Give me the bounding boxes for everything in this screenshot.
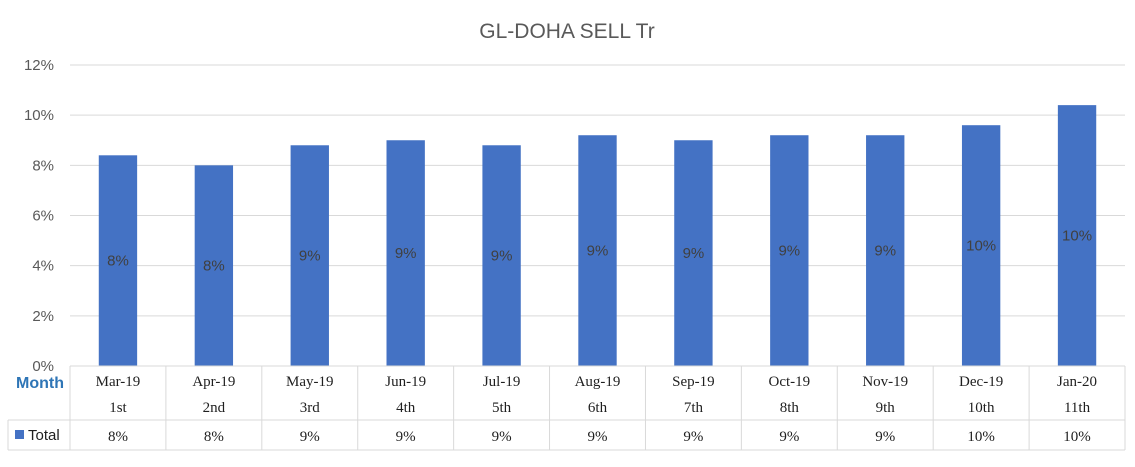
y-tick-label: 2% <box>32 308 54 325</box>
data-label: 10% <box>1062 228 1092 245</box>
x-tick-sublabel: 1st <box>109 400 127 416</box>
bar <box>674 140 713 366</box>
x-tick-sublabel: 10th <box>968 400 995 416</box>
table-value: 9% <box>492 429 512 445</box>
bar <box>482 145 521 366</box>
legend-key <box>15 430 24 439</box>
bar <box>386 140 425 366</box>
x-tick-sublabel: 5th <box>492 400 512 416</box>
x-tick-label: Sep-19 <box>672 374 715 390</box>
x-tick-label: May-19 <box>286 374 334 390</box>
y-tick-label: 4% <box>32 258 54 275</box>
bar <box>866 135 905 366</box>
x-tick-sublabel: 6th <box>588 400 608 416</box>
y-tick-label: 8% <box>32 157 54 174</box>
x-tick-label: Aug-19 <box>575 374 621 390</box>
bar <box>770 135 809 366</box>
table-value: 9% <box>683 429 703 445</box>
x-tick-label: Oct-19 <box>768 374 810 390</box>
table-value: 8% <box>204 429 224 445</box>
x-tick-label: Jun-19 <box>385 374 426 390</box>
table-value: 9% <box>875 429 895 445</box>
x-tick-sublabel: 8th <box>780 400 800 416</box>
data-label: 9% <box>874 243 896 260</box>
table-value: 10% <box>1063 429 1091 445</box>
data-label: 9% <box>778 243 800 260</box>
data-label: 9% <box>491 248 513 265</box>
bar <box>98 155 138 366</box>
bar <box>194 165 234 366</box>
y-tick-label: 10% <box>24 107 54 124</box>
table-value: 9% <box>588 429 608 445</box>
x-tick-label: Jul-19 <box>483 374 521 390</box>
data-label: 10% <box>966 238 996 255</box>
x-tick-label: Apr-19 <box>192 374 235 390</box>
data-label: 9% <box>299 248 321 265</box>
table-value: 9% <box>300 429 320 445</box>
table-value: 9% <box>396 429 416 445</box>
chart-title: GL-DOHA SELL Tr <box>479 20 654 43</box>
x-tick-sublabel: 4th <box>396 400 416 416</box>
y-tick-label: 6% <box>32 208 54 225</box>
x-tick-sublabel: 2nd <box>203 400 226 416</box>
data-labels: 8% 8% 9% 9% 9% 9% 9% 9% 9% 10% 10% <box>107 228 1092 275</box>
legend-label: Total <box>28 427 60 444</box>
x-tick-label: Mar-19 <box>96 374 141 390</box>
table-value: 9% <box>779 429 799 445</box>
data-label: 9% <box>587 243 609 260</box>
table-value: 10% <box>967 429 995 445</box>
x-tick-label: Jan-20 <box>1057 374 1097 390</box>
y-tick-label: 0% <box>32 358 54 375</box>
bars <box>98 105 1097 366</box>
x-axis-title: Month <box>16 375 64 392</box>
data-table: Month Total Mar-19 1st 8% Apr-19 2nd 8% May-19… <box>7 365 1126 451</box>
table-value: 8% <box>108 429 128 445</box>
y-axis-ticks: 0% 2% 4% 6% 8% 10% 12% <box>24 57 54 375</box>
x-tick-sublabel: 7th <box>684 400 704 416</box>
data-label: 9% <box>395 245 417 262</box>
x-tick-label: Nov-19 <box>862 374 908 390</box>
data-label: 9% <box>683 245 705 262</box>
x-tick-sublabel: 11th <box>1064 400 1091 416</box>
bar <box>578 135 617 366</box>
bar <box>1057 105 1097 366</box>
data-label: 8% <box>107 253 129 270</box>
bar <box>961 125 1001 366</box>
x-tick-sublabel: 9th <box>876 400 896 416</box>
x-tick-sublabel: 3rd <box>300 400 320 416</box>
bar <box>290 145 329 366</box>
x-tick-label: Dec-19 <box>959 374 1003 390</box>
data-label: 8% <box>203 258 225 275</box>
y-tick-label: 12% <box>24 57 54 74</box>
